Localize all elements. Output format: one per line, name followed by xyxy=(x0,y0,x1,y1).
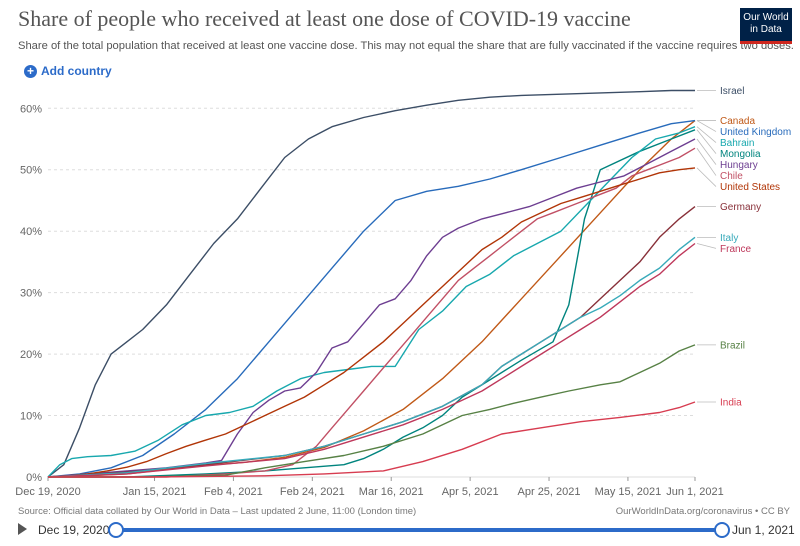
label-connector xyxy=(696,126,717,143)
y-tick-label: 40% xyxy=(20,226,42,238)
series-line-chile[interactable] xyxy=(48,147,696,478)
logo-line-2: in Data xyxy=(750,24,782,35)
series-line-france[interactable] xyxy=(47,242,696,478)
series-line-bahrain[interactable] xyxy=(47,126,696,478)
series-line-india[interactable] xyxy=(48,401,696,478)
label-connector xyxy=(696,120,717,132)
timeline-end-label: Jun 1, 2021 xyxy=(732,523,795,537)
series-line-united-kingdom[interactable] xyxy=(47,119,696,478)
x-tick-label: May 15, 2021 xyxy=(595,486,662,498)
add-country-label: Add country xyxy=(41,64,112,78)
series-line-israel[interactable] xyxy=(47,89,695,478)
series-line-united-states[interactable] xyxy=(47,167,696,478)
timeline-start-handle[interactable] xyxy=(108,522,124,538)
series-label-germany[interactable]: Germany xyxy=(720,202,761,213)
series-label-united-states[interactable]: United States xyxy=(720,182,780,193)
x-tick-label: Dec 19, 2020 xyxy=(15,486,80,498)
x-tick-label: Jan 15, 2021 xyxy=(123,486,187,498)
x-tick-label: Apr 5, 2021 xyxy=(442,486,499,498)
play-icon[interactable] xyxy=(18,523,27,535)
series-line-mongolia[interactable] xyxy=(48,129,696,478)
chart-subtitle: Share of the total population that recei… xyxy=(18,40,794,52)
timeline-end-handle[interactable] xyxy=(714,522,730,538)
logo-accent-bar xyxy=(740,41,792,44)
chart-title: Share of people who received at least on… xyxy=(18,6,631,31)
series-label-mongolia[interactable]: Mongolia xyxy=(720,149,761,160)
plus-icon: + xyxy=(24,64,37,78)
x-tick-label: Apr 25, 2021 xyxy=(518,486,581,498)
series-line-germany[interactable] xyxy=(47,206,696,478)
x-tick-label: Mar 16, 2021 xyxy=(359,486,424,498)
series-label-canada[interactable]: Canada xyxy=(720,116,755,127)
series-line-italy[interactable] xyxy=(47,236,696,478)
series-label-hungary[interactable]: Hungary xyxy=(720,160,758,171)
series-label-israel[interactable]: Israel xyxy=(720,86,744,97)
y-tick-label: 50% xyxy=(20,165,42,177)
x-tick-label: Feb 24, 2021 xyxy=(280,486,345,498)
label-connector xyxy=(696,138,717,165)
series-label-india[interactable]: India xyxy=(720,398,742,409)
series-label-italy[interactable]: Italy xyxy=(720,233,738,244)
grid-lines xyxy=(47,107,696,481)
owid-logo[interactable]: Our World in Data xyxy=(740,8,792,44)
add-country-button[interactable]: + Add country xyxy=(24,64,112,78)
logo-line-1: Our World xyxy=(743,12,789,23)
y-tick-label: 10% xyxy=(20,411,42,423)
series-line-hungary[interactable] xyxy=(47,138,696,478)
label-connector xyxy=(696,148,717,176)
label-connector xyxy=(696,129,717,154)
series-line-canada[interactable] xyxy=(47,120,696,478)
source-note: Source: Official data collated by Our Wo… xyxy=(18,506,417,517)
series-label-bahrain[interactable]: Bahrain xyxy=(720,138,754,149)
series-label-united-kingdom[interactable]: United Kingdom xyxy=(720,127,791,138)
timeline-track[interactable] xyxy=(115,528,721,532)
y-tick-label: 20% xyxy=(20,349,42,361)
axis-labels: 0% 10% 20% 30% 40% 50% 60% Dec 19, 2020 Jan 15, … xyxy=(15,103,723,498)
series-line-brazil[interactable] xyxy=(48,344,696,478)
series-label-brazil[interactable]: Brazil xyxy=(720,340,745,351)
x-tick-label: Feb 4, 2021 xyxy=(204,486,263,498)
series-label-chile[interactable]: Chile xyxy=(720,171,743,182)
timeline-start-label: Dec 19, 2020 xyxy=(38,523,110,537)
y-tick-label: 0% xyxy=(26,472,42,484)
series-label-france[interactable]: France xyxy=(720,244,752,255)
label-connector xyxy=(696,243,717,249)
credit-link[interactable]: OurWorldInData.org/coronavirus • CC BY xyxy=(615,506,790,517)
y-tick-label: 60% xyxy=(20,103,42,115)
x-tick-label: Jun 1, 2021 xyxy=(666,486,724,498)
y-tick-label: 30% xyxy=(20,288,42,300)
series-lines xyxy=(47,89,696,478)
label-connector xyxy=(696,167,717,187)
